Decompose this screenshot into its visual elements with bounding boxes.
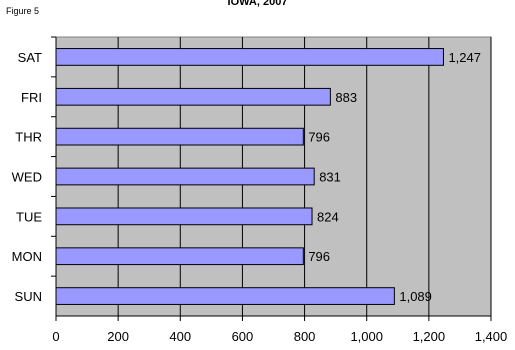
bar-wed bbox=[55, 167, 315, 186]
bar-sun bbox=[55, 287, 395, 305]
bar-thr bbox=[55, 127, 304, 146]
x-tick-label: 1,200 bbox=[413, 329, 446, 344]
figure-label: Figure 5 bbox=[6, 6, 40, 16]
y-tick-label-tue: TUE bbox=[16, 209, 42, 224]
x-tick-label: 800 bbox=[294, 329, 316, 344]
y-tick-label-sun: SUN bbox=[15, 289, 42, 304]
y-tick-label-wed: WED bbox=[12, 170, 42, 185]
x-tick-label: 600 bbox=[232, 329, 254, 344]
x-tick-label: 400 bbox=[169, 329, 191, 344]
data-label-mon: 796 bbox=[308, 249, 330, 264]
x-tick-label: 0 bbox=[52, 329, 59, 344]
data-label-fri: 883 bbox=[335, 90, 357, 105]
bar-fri bbox=[55, 87, 331, 106]
y-tick-label-thr: THR bbox=[15, 130, 42, 145]
y-tick-label-mon: MON bbox=[12, 249, 42, 264]
bar-mon bbox=[55, 247, 304, 266]
chart-title: IOWA, 2007 bbox=[227, 0, 288, 8]
data-label-sat: 1,247 bbox=[448, 50, 481, 65]
data-label-wed: 831 bbox=[319, 170, 341, 185]
data-label-tue: 824 bbox=[317, 209, 339, 224]
y-tick-label-sat: SAT bbox=[18, 50, 42, 65]
x-tick-label: 200 bbox=[107, 329, 129, 344]
y-tick-label-fri: FRI bbox=[21, 90, 42, 105]
x-tick-label: 1,400 bbox=[475, 329, 508, 344]
bar-sat bbox=[55, 48, 444, 66]
data-label-sun: 1,089 bbox=[399, 289, 432, 304]
bar-tue bbox=[55, 207, 313, 226]
x-tick-label: 1,000 bbox=[350, 329, 383, 344]
data-label-thr: 796 bbox=[308, 130, 330, 145]
